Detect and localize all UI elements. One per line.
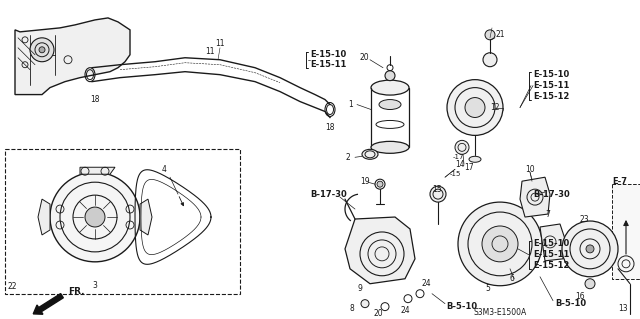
Text: E-15-10: E-15-10 [533, 70, 569, 79]
Text: 24: 24 [400, 306, 410, 315]
Text: B-5-10: B-5-10 [446, 302, 477, 311]
Circle shape [39, 47, 45, 53]
Circle shape [482, 226, 518, 262]
Text: 2: 2 [345, 153, 349, 162]
Circle shape [430, 186, 446, 202]
Text: 13: 13 [618, 304, 628, 313]
Text: E-15-11: E-15-11 [310, 60, 346, 69]
Text: FR.: FR. [68, 287, 84, 296]
Polygon shape [80, 167, 115, 174]
Text: E-15-12: E-15-12 [533, 261, 570, 270]
Circle shape [483, 53, 497, 67]
Text: 18: 18 [325, 123, 335, 132]
Text: 8: 8 [350, 304, 355, 313]
Text: 20: 20 [360, 53, 370, 62]
Circle shape [85, 207, 105, 227]
Circle shape [50, 172, 140, 262]
Text: E-7: E-7 [612, 177, 627, 186]
Text: 24: 24 [422, 279, 431, 288]
Polygon shape [140, 199, 152, 235]
Bar [612, 184, 640, 279]
Text: 4: 4 [162, 165, 167, 174]
Text: S3M3-E1500A: S3M3-E1500A [474, 308, 527, 317]
Text: 14: 14 [455, 160, 465, 169]
Polygon shape [15, 18, 130, 94]
Text: 1: 1 [348, 100, 353, 109]
Text: 18: 18 [90, 95, 100, 104]
Text: 19: 19 [360, 177, 370, 186]
FancyArrow shape [33, 293, 63, 314]
Text: 6: 6 [510, 274, 515, 283]
Text: 3: 3 [93, 281, 97, 290]
Circle shape [586, 245, 594, 253]
Text: E-15-10: E-15-10 [533, 239, 569, 249]
Text: E-15-11: E-15-11 [533, 81, 570, 90]
Text: E-15-12: E-15-12 [533, 92, 570, 101]
Circle shape [458, 202, 542, 286]
Text: 20: 20 [373, 309, 383, 318]
Text: -15: -15 [450, 171, 461, 177]
Circle shape [585, 279, 595, 289]
Text: E-15-11: E-15-11 [533, 250, 570, 259]
Circle shape [385, 71, 395, 81]
Text: B-5-10: B-5-10 [555, 299, 586, 308]
Text: 16: 16 [575, 292, 585, 301]
Polygon shape [38, 199, 50, 235]
Circle shape [465, 98, 485, 117]
Text: 17: 17 [464, 163, 474, 172]
Circle shape [447, 80, 503, 135]
Text: 10: 10 [525, 165, 535, 174]
Circle shape [30, 38, 54, 62]
Ellipse shape [371, 141, 409, 153]
Circle shape [377, 181, 383, 187]
Text: 21: 21 [495, 30, 504, 39]
Circle shape [455, 140, 469, 154]
Text: E-15-10: E-15-10 [310, 50, 346, 59]
Ellipse shape [371, 80, 409, 95]
Text: B-17-30: B-17-30 [310, 189, 347, 199]
Ellipse shape [379, 100, 401, 109]
Text: 23: 23 [579, 214, 589, 224]
Polygon shape [540, 224, 565, 261]
Bar [5, 149, 240, 294]
Text: 22: 22 [8, 282, 17, 291]
Text: 11: 11 [205, 47, 215, 56]
Text: -17: -17 [453, 154, 465, 160]
Polygon shape [520, 177, 550, 217]
Circle shape [485, 30, 495, 40]
Polygon shape [345, 217, 415, 284]
Text: B-17-30: B-17-30 [533, 189, 570, 199]
Ellipse shape [469, 156, 481, 162]
Text: 11: 11 [215, 39, 225, 48]
Text: 12: 12 [490, 103, 499, 112]
Text: 15: 15 [432, 185, 442, 194]
Text: 9: 9 [358, 284, 363, 293]
Circle shape [562, 221, 618, 277]
Circle shape [361, 300, 369, 308]
Ellipse shape [362, 149, 378, 159]
Text: 5: 5 [486, 284, 490, 293]
Text: 7: 7 [545, 210, 550, 219]
